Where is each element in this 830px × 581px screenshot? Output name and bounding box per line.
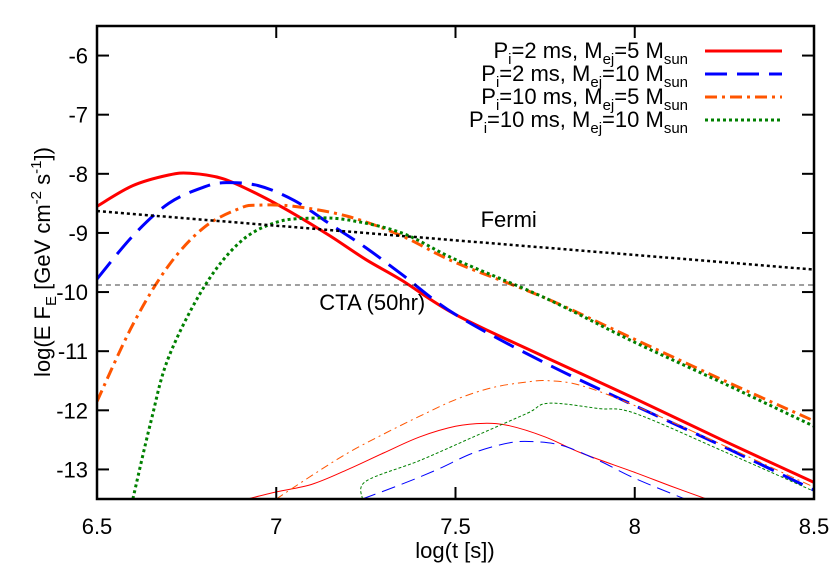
series-line bbox=[97, 171, 814, 484]
x-tick-label: 7.5 bbox=[440, 514, 471, 539]
y-label-part: log(E F bbox=[30, 306, 55, 377]
y-tick-label: -13 bbox=[56, 457, 88, 482]
annotation-label: Fermi bbox=[481, 207, 537, 232]
y-tick-label: -8 bbox=[68, 162, 88, 187]
y-tick-label: -7 bbox=[68, 103, 88, 128]
y-label-part: [GeV cm bbox=[30, 204, 55, 296]
y-label-sub: E bbox=[43, 296, 60, 306]
y-tick-label: -10 bbox=[56, 280, 88, 305]
annotation-label: CTA (50hr) bbox=[319, 290, 425, 315]
y-label-part: ]) bbox=[30, 147, 55, 160]
x-axis-label: log(t [s]) bbox=[415, 538, 494, 563]
series-layer bbox=[97, 171, 814, 499]
series-line bbox=[360, 402, 814, 499]
series-line bbox=[275, 380, 814, 499]
series-line bbox=[247, 422, 707, 499]
x-tick-label: 8.5 bbox=[799, 514, 830, 539]
x-tick-label: 7 bbox=[270, 514, 282, 539]
y-axis-label: log(E FE [GeV cm-2 s-1]) bbox=[28, 147, 60, 377]
series-line bbox=[362, 440, 686, 499]
y-label-sup: -1 bbox=[28, 161, 45, 174]
series-line bbox=[131, 216, 814, 499]
y-tick-label: -9 bbox=[68, 221, 88, 246]
y-label-sup: -2 bbox=[28, 191, 45, 204]
y-tick-label: -11 bbox=[58, 339, 88, 364]
series-line bbox=[97, 209, 814, 271]
x-tick-label: 8 bbox=[629, 514, 641, 539]
series-line bbox=[97, 203, 814, 423]
axis-ticks: 6.5 7 7.5 8 8.5 -6 -7 -8 -9 -10 -11 -12 -13 bbox=[56, 26, 829, 539]
legend-label: Pi=2 ms, Mej=10 Msun bbox=[481, 61, 688, 91]
y-tick-label: -12 bbox=[56, 398, 88, 423]
x-tick-label: 6.5 bbox=[82, 514, 113, 539]
annotations: Fermi CTA (50hr) bbox=[319, 207, 537, 315]
legend-label: Pi=10 ms, Mej=5 Msun bbox=[481, 84, 688, 114]
y-label-part: s bbox=[30, 174, 55, 191]
y-tick-label: -6 bbox=[68, 44, 88, 69]
series-line bbox=[97, 181, 814, 492]
legend-label: Pi=2 ms, Mej=5 Msun bbox=[493, 38, 688, 68]
svg-text:log(E FE [GeV cm-2 s-1]): log(E FE [GeV cm-2 s-1]) bbox=[28, 147, 60, 377]
legend-label: Pi=10 ms, Mej=10 Msun bbox=[469, 107, 688, 137]
